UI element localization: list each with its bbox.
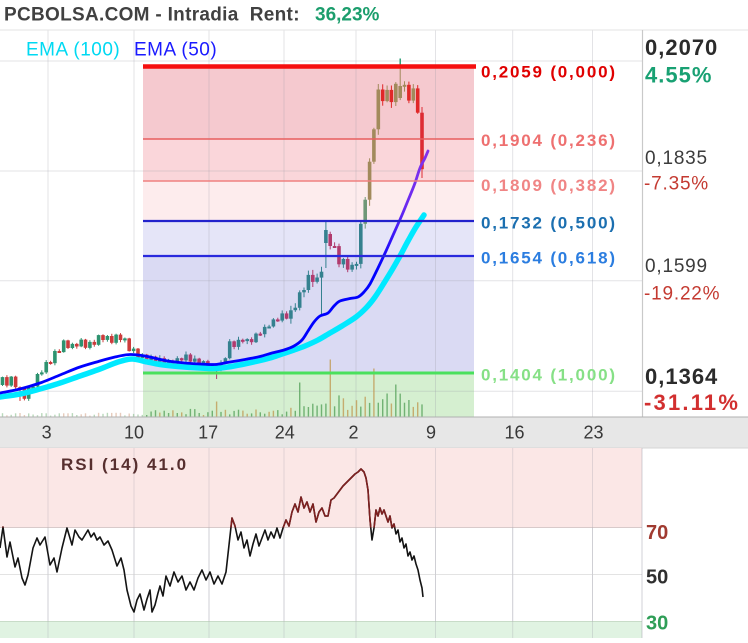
svg-text:50: 50 [646, 567, 668, 589]
svg-text:16: 16 [504, 423, 524, 443]
svg-text:-31.11%: -31.11% [644, 390, 740, 415]
svg-text:0,2059 (0,000): 0,2059 (0,000) [481, 63, 617, 82]
svg-text:17: 17 [198, 423, 218, 443]
svg-text:0,1835: 0,1835 [645, 148, 708, 169]
svg-text:EMA (100): EMA (100) [26, 40, 120, 61]
svg-text:4.55%: 4.55% [645, 63, 712, 88]
svg-text:9: 9 [426, 423, 436, 443]
svg-text:-19.22%: -19.22% [644, 284, 720, 305]
svg-text:23: 23 [583, 423, 603, 443]
svg-text:PCBOLSA.COM - Intradia Rent:: PCBOLSA.COM - Intradia Rent: [4, 5, 300, 26]
svg-text:70: 70 [646, 522, 668, 544]
svg-text:0,2070: 0,2070 [645, 35, 718, 60]
svg-text:3: 3 [42, 423, 52, 443]
svg-text:-7.35%: -7.35% [644, 174, 709, 195]
svg-text:0,1904 (0,236): 0,1904 (0,236) [481, 131, 617, 150]
svg-text:EMA (50): EMA (50) [134, 40, 217, 61]
svg-text:36,23%: 36,23% [315, 5, 380, 26]
svg-text:10: 10 [124, 423, 144, 443]
svg-text:0,1809 (0,382): 0,1809 (0,382) [481, 176, 617, 195]
svg-text:0,1404 (1,000): 0,1404 (1,000) [481, 366, 617, 385]
svg-text:RSI (14) 41.0: RSI (14) 41.0 [61, 455, 188, 474]
svg-text:30: 30 [646, 613, 668, 635]
svg-text:0,1654 (0,618): 0,1654 (0,618) [481, 249, 617, 268]
svg-text:0,1364: 0,1364 [645, 364, 718, 389]
svg-text:0,1732 (0,500): 0,1732 (0,500) [481, 214, 617, 233]
svg-text:24: 24 [275, 423, 295, 443]
svg-text:2: 2 [348, 423, 358, 443]
svg-text:0,1599: 0,1599 [645, 256, 708, 277]
